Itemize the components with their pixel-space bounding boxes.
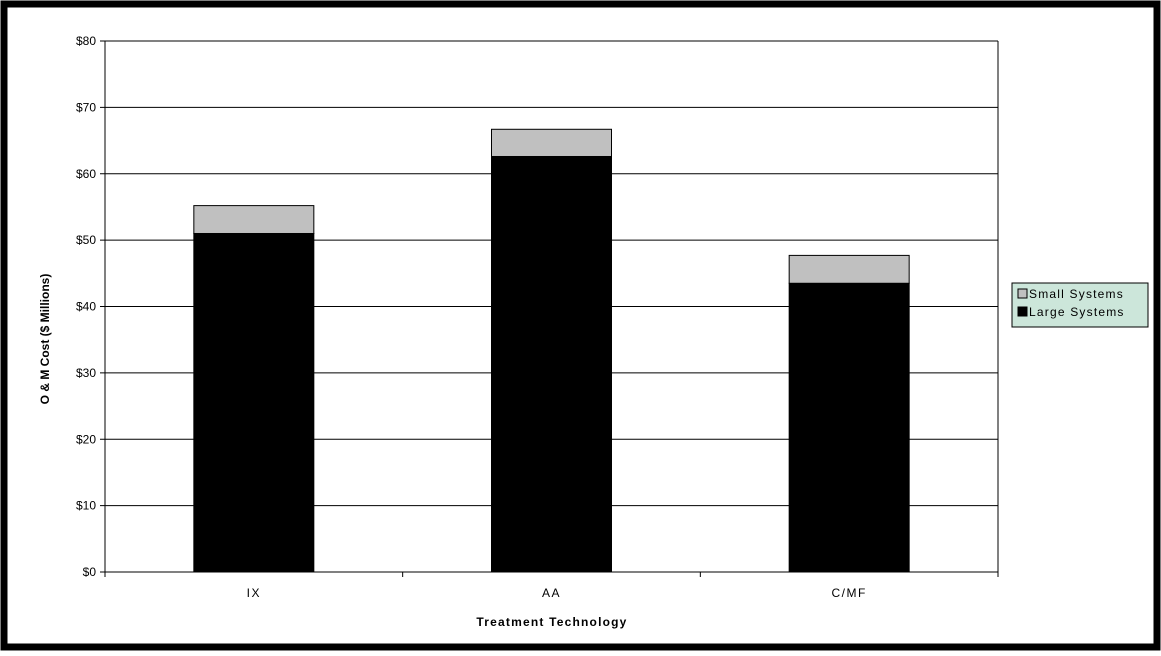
y-tick-label: $0 [83, 565, 97, 579]
legend-label: Small Systems [1029, 287, 1124, 301]
x-tick-label: C/MF [832, 586, 867, 600]
y-tick-label: $50 [76, 233, 96, 247]
legend-label: Large Systems [1029, 305, 1125, 319]
bar-large-systems-ix [193, 232, 315, 573]
y-tick-label: $40 [76, 300, 96, 314]
y-tick-label: $60 [76, 167, 96, 181]
legend-swatch [1017, 288, 1028, 299]
y-tick-labels: $0 $10 $20 $30 $40 $50 $60 $70 $80 [76, 34, 96, 579]
x-tick-label: AA [542, 586, 561, 600]
x-tick-label: IX [247, 586, 261, 600]
bar-large-systems-aa [491, 155, 612, 573]
legend-swatch [1017, 306, 1028, 317]
bar-small-systems-c-mf [788, 254, 910, 284]
legend: Small Systems Large Systems [1011, 282, 1149, 328]
x-axis-label: Treatment Technology [476, 615, 627, 629]
bar-small-systems-aa [491, 128, 612, 157]
legend-box [1011, 282, 1149, 328]
y-tick-label: $80 [76, 34, 96, 48]
y-tick-label: $20 [76, 432, 96, 446]
axes [100, 40, 999, 577]
bar-small-systems-ix [193, 205, 315, 234]
y-tick-label: $70 [76, 100, 96, 114]
y-tick-label: $30 [76, 366, 96, 380]
bar-large-systems-c-mf [788, 282, 910, 573]
y-axis-label: O & M Cost ($ Millions) [38, 274, 52, 405]
x-tick-labels: IX AA C/MF [247, 586, 867, 600]
bars [193, 128, 910, 573]
y-tick-label: $10 [76, 499, 96, 513]
